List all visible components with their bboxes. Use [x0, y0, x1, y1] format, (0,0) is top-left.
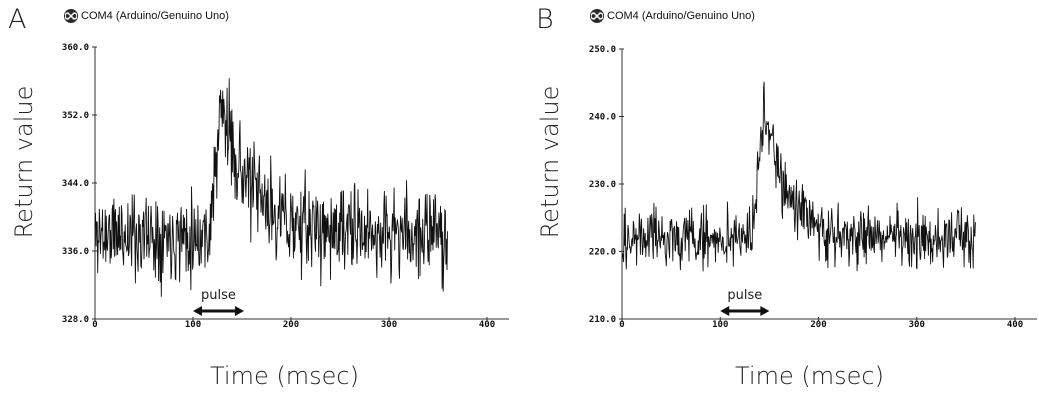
x-tick-label: 100 [712, 320, 728, 330]
x-tick-label: 0 [92, 320, 97, 330]
series-line [621, 81, 976, 272]
pulse-arrowhead-left [193, 306, 202, 316]
window-title-a: COM4 (Arduino/Genuino Uno) [64, 8, 229, 24]
y-tick-label: 344.0 [62, 179, 89, 189]
x-axis-label-a: Time (msec) [210, 362, 359, 390]
pulse-arrowhead-right [760, 306, 770, 316]
x-tick-label: 0 [619, 320, 624, 330]
series-line [94, 78, 448, 297]
window-title-b: COM4 (Arduino/Genuino Uno) [590, 8, 755, 24]
pulse-label: pulse [201, 288, 236, 303]
plot-area-a: 328.0 336.0 344.0 352.0 360.0 0 100 200 300 400 pu… [62, 43, 509, 330]
pulse-label: pulse [727, 288, 762, 303]
chart-panel-a: A COM4 (Arduino/Genuino Uno) Return valu… [8, 4, 509, 390]
y-tick-label: 250.0 [589, 45, 616, 55]
y-tick-label: 352.0 [62, 111, 89, 121]
x-axis-label-b: Time (msec) [735, 362, 884, 390]
x-tick-label: 300 [909, 320, 925, 330]
pulse-arrowhead-left [720, 306, 730, 316]
panel-label-b: B [536, 4, 554, 35]
y-tick-label: 360.0 [62, 43, 89, 53]
x-tick-label: 200 [283, 320, 299, 330]
arduino-icon [64, 9, 78, 23]
y-tick-label: 336.0 [62, 247, 89, 257]
y-tick-label: 220.0 [589, 248, 616, 258]
x-tick-label: 400 [1007, 320, 1023, 330]
y-tick-label: 210.0 [589, 315, 616, 325]
panel-label-a: A [8, 4, 27, 35]
y-tick-label: 240.0 [589, 113, 616, 123]
y-tick-label: 230.0 [589, 180, 616, 190]
x-tick-label: 200 [810, 320, 826, 330]
x-tick-label: 300 [381, 320, 397, 330]
chart-panel-b: B COM4 (Arduino/Genuino Uno) Return valu… [530, 0, 1039, 395]
window-title-text-a: COM4 (Arduino/Genuino Uno) [81, 10, 229, 22]
pulse-arrowhead-right [234, 306, 244, 316]
x-tick-label: 100 [185, 320, 201, 330]
plot-area-b: 210.0 220.0 230.0 240.0 250.0 0 100 200 300 400 pu… [589, 45, 1037, 330]
arduino-icon [590, 9, 604, 23]
window-title-text-b: COM4 (Arduino/Genuino Uno) [607, 10, 755, 22]
x-tick-label: 400 [479, 320, 495, 330]
y-tick-label: 328.0 [62, 315, 89, 325]
